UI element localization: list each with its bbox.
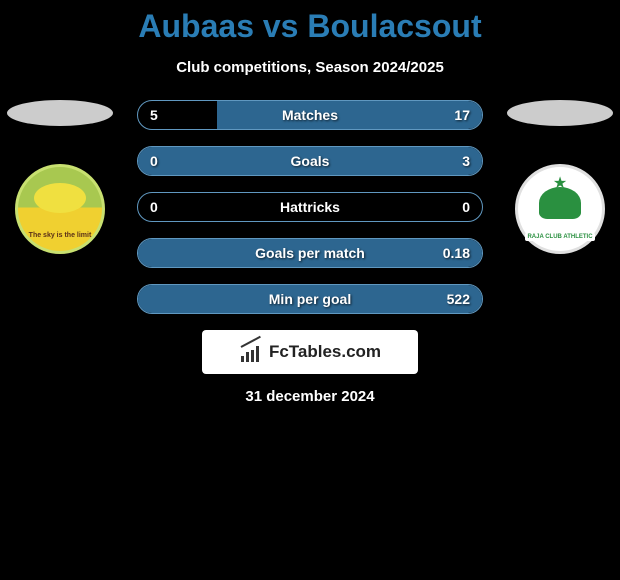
team-right: ★ RAJA CLUB ATHLETIC bbox=[505, 100, 615, 254]
stat-fill-right bbox=[217, 101, 482, 129]
stat-left-value: 0 bbox=[150, 199, 158, 215]
team-left-crest-icon: The sky is the limit bbox=[15, 164, 105, 254]
stat-right-value: 0.18 bbox=[443, 245, 470, 261]
stat-label: Goals bbox=[291, 153, 330, 169]
date-text: 31 december 2024 bbox=[0, 388, 620, 405]
team-right-crest-icon: ★ RAJA CLUB ATHLETIC bbox=[515, 164, 605, 254]
fctables-logo[interactable]: FcTables.com bbox=[202, 330, 418, 374]
stat-right-value: 3 bbox=[462, 153, 470, 169]
stat-row-matches: 5 Matches 17 bbox=[137, 100, 483, 130]
subtitle: Club competitions, Season 2024/2025 bbox=[0, 59, 620, 76]
stat-label: Goals per match bbox=[255, 245, 365, 261]
stat-left-value: 5 bbox=[150, 107, 158, 123]
team-left-shadow bbox=[7, 100, 113, 126]
chart-icon bbox=[239, 342, 265, 362]
stat-label: Hattricks bbox=[280, 199, 340, 215]
stat-row-goals: 0 Goals 3 bbox=[137, 146, 483, 176]
stat-right-value: 522 bbox=[447, 291, 470, 307]
stats-area: The sky is the limit ★ RAJA CLUB ATHLETI… bbox=[0, 100, 620, 405]
crest-left-caption: The sky is the limit bbox=[29, 232, 92, 239]
stat-row-hattricks: 0 Hattricks 0 bbox=[137, 192, 483, 222]
team-right-shadow bbox=[507, 100, 613, 126]
team-left: The sky is the limit bbox=[5, 100, 115, 254]
stat-right-value: 0 bbox=[462, 199, 470, 215]
stat-right-value: 17 bbox=[454, 107, 470, 123]
stat-label: Min per goal bbox=[269, 291, 351, 307]
stat-label: Matches bbox=[282, 107, 338, 123]
stats-card: Aubaas vs Boulacsout Club competitions, … bbox=[0, 0, 620, 405]
crest-right-caption: RAJA CLUB ATHLETIC bbox=[525, 233, 594, 241]
page-title: Aubaas vs Boulacsout bbox=[0, 8, 620, 45]
stat-row-goals-per-match: Goals per match 0.18 bbox=[137, 238, 483, 268]
logo-text: FcTables.com bbox=[269, 342, 381, 362]
stat-left-value: 0 bbox=[150, 153, 158, 169]
stat-bars-container: 5 Matches 17 0 Goals 3 0 Hattricks 0 bbox=[137, 100, 483, 314]
stat-row-min-per-goal: Min per goal 522 bbox=[137, 284, 483, 314]
